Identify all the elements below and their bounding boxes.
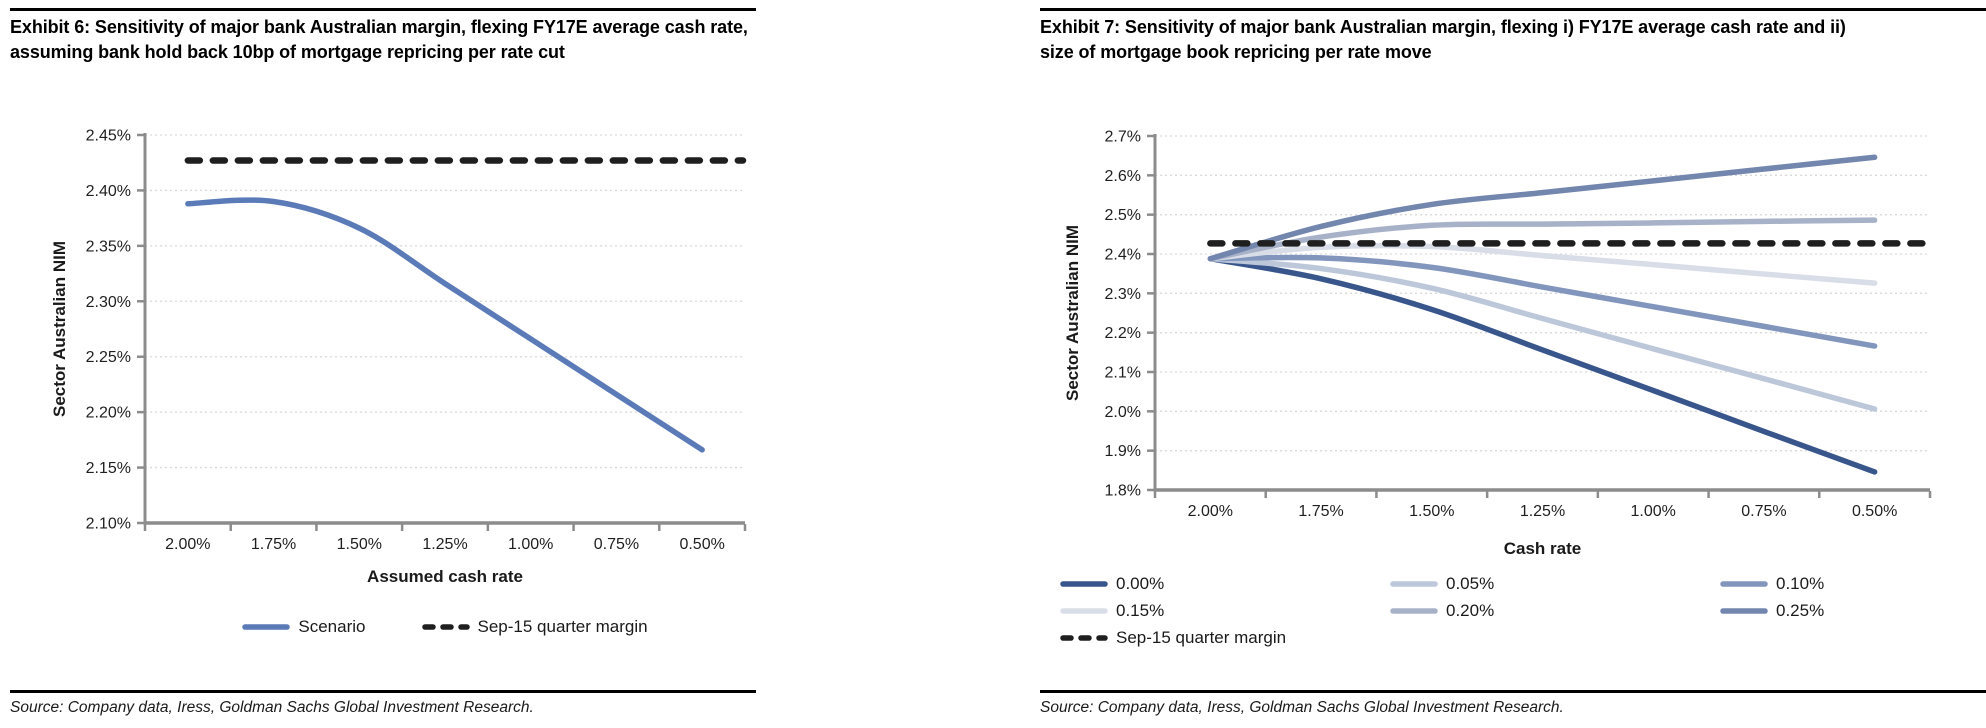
legend-label: 0.20% — [1446, 601, 1495, 620]
x-tick-label: 1.75% — [251, 536, 296, 553]
x-tick-label: 1.25% — [422, 536, 467, 553]
legend-label: Scenario — [298, 617, 366, 636]
legend-label: 0.00% — [1116, 574, 1165, 593]
y-tick-label: 2.6% — [1105, 168, 1141, 185]
x-tick-label: 0.75% — [1741, 503, 1786, 520]
y-tick-label: 2.15% — [86, 460, 131, 477]
series-0.25% — [1207, 154, 1878, 262]
y-tick-label: 2.30% — [86, 294, 131, 311]
legend-line-swatch — [1720, 608, 1768, 614]
legend-line-swatch — [242, 624, 291, 630]
series-0.20% — [1207, 217, 1878, 262]
exhibit-7-source-rule — [1040, 690, 1986, 693]
legend-label: Sep-15 quarter margin — [477, 617, 648, 636]
y-tick-label: 2.20% — [86, 405, 131, 422]
legend-item-0.20%: 0.20% — [1390, 601, 1720, 621]
exhibit-7-chart: 1.8% 1.9% 2.0% 2.1% 2.2% 2.3% 2.4% 2.5% 2.6% 2.7%… — [1063, 129, 1932, 558]
legend-label: Sep-15 quarter margin — [1116, 628, 1287, 647]
series-0.15% — [1207, 242, 1878, 286]
x-tick-label: 1.00% — [508, 536, 553, 553]
series-0.10% — [1207, 254, 1878, 349]
y-tick-label: 1.9% — [1105, 443, 1141, 460]
exhibit-6-top-rule — [10, 8, 756, 11]
x-tick-label: 2.00% — [165, 536, 210, 553]
x-tick-label: 1.75% — [1298, 503, 1343, 520]
y-tick-label: 2.2% — [1105, 325, 1141, 342]
legend-line-swatch — [1060, 608, 1108, 614]
legend-dashed-line-swatch — [1060, 635, 1108, 641]
y-tick-label: 2.3% — [1105, 286, 1141, 303]
exhibit-6-title: Exhibit 6: Sensitivity of major bank Aus… — [10, 17, 748, 62]
x-tick-label: 1.00% — [1631, 503, 1676, 520]
exhibit-7-legend: 0.00% 0.05% 0.10% 0.15% 0.20% 0.25% Sep-15 qua… — [1060, 574, 1986, 648]
exhibit-7-top-rule — [1040, 8, 1986, 11]
legend-line-swatch — [1390, 608, 1438, 614]
y-tick-label: 2.10% — [86, 516, 131, 533]
x-tick-label: 0.50% — [1852, 503, 1897, 520]
exhibit-6-source-rule — [10, 690, 756, 693]
legend-line-swatch — [1390, 581, 1438, 587]
y-tick-label: 2.7% — [1105, 129, 1141, 146]
exhibit-6-legend: Scenario Sep-15 quarter margin — [145, 617, 745, 637]
series-Scenario — [185, 197, 705, 453]
x-tick-label: 1.25% — [1520, 503, 1565, 520]
exhibit-7-title: Exhibit 7: Sensitivity of major bank Aus… — [1040, 17, 1846, 62]
legend-item-Sep-15 quarter margin: Sep-15 quarter margin — [1060, 628, 1390, 648]
y-tick-label: 2.1% — [1105, 365, 1141, 382]
y-tick-label: 2.45% — [86, 128, 131, 145]
legend-label: 0.15% — [1116, 601, 1165, 620]
exhibit-6-panel: Exhibit 6: Sensitivity of major bank Aus… — [10, 0, 756, 728]
y-tick-label: 2.25% — [86, 349, 131, 366]
x-tick-label: 2.00% — [1188, 503, 1233, 520]
legend-item-0.10%: 0.10% — [1720, 574, 1986, 594]
legend-item-0.05%: 0.05% — [1390, 574, 1720, 594]
y-tick-label: 2.4% — [1105, 247, 1141, 264]
y-tick-label: 2.40% — [86, 183, 131, 200]
series-0.05% — [1207, 255, 1878, 412]
y-tick-label: 2.0% — [1105, 404, 1141, 421]
y-tick-label: 2.35% — [86, 238, 131, 255]
x-tick-label: 0.75% — [594, 536, 639, 553]
x-axis-title: Assumed cash rate — [367, 567, 523, 586]
legend-item-Scenario: Scenario — [242, 617, 366, 637]
legend-line-swatch — [1720, 581, 1768, 587]
legend-item-0.15%: 0.15% — [1060, 601, 1390, 621]
x-tick-label: 1.50% — [1409, 503, 1454, 520]
legend-item-0.25%: 0.25% — [1720, 601, 1986, 621]
legend-line-swatch — [1060, 581, 1108, 587]
legend-label: 0.05% — [1446, 574, 1495, 593]
exhibit-7-panel: Exhibit 7: Sensitivity of major bank Aus… — [1040, 0, 1986, 728]
legend-label: 0.25% — [1776, 601, 1825, 620]
exhibit-6-source: Source: Company data, Iress, Goldman Sac… — [10, 699, 534, 716]
exhibit-6-chart: 2.10% 2.15% 2.20% 2.25% 2.30% 2.35% 2.40% 2.45%… — [50, 128, 747, 586]
y-axis-title: Sector Australian NIM — [1063, 225, 1082, 401]
y-tick-label: 1.8% — [1105, 483, 1141, 500]
x-axis-title: Cash rate — [1504, 539, 1581, 558]
y-axis-title: Sector Australian NIM — [50, 241, 69, 417]
legend-item-0.00%: 0.00% — [1060, 574, 1390, 594]
x-tick-label: 1.50% — [337, 536, 382, 553]
legend-label: 0.10% — [1776, 574, 1825, 593]
x-tick-label: 0.50% — [679, 536, 724, 553]
exhibit-7-source: Source: Company data, Iress, Goldman Sac… — [1040, 699, 1564, 716]
legend-item-Sep-15 quarter margin: Sep-15 quarter margin — [421, 617, 648, 637]
series-0.00% — [1207, 255, 1878, 475]
legend-dashed-line-swatch — [421, 624, 470, 630]
y-tick-label: 2.5% — [1105, 207, 1141, 224]
